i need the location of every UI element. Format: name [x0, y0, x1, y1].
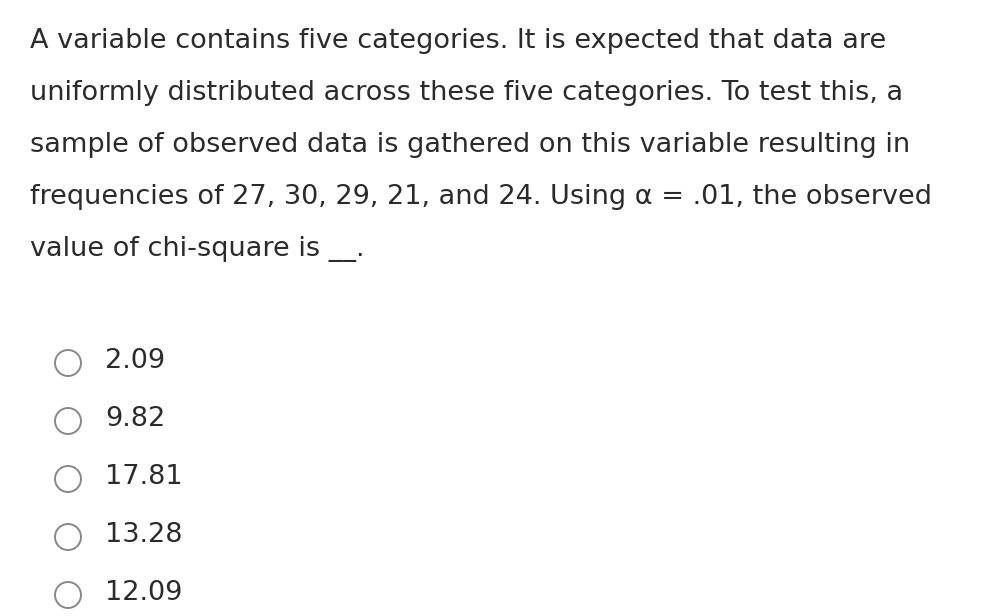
Text: value of chi-square is __.: value of chi-square is __. — [30, 236, 365, 262]
Text: 17.81: 17.81 — [105, 464, 183, 490]
Text: sample of observed data is gathered on this variable resulting in: sample of observed data is gathered on t… — [30, 132, 911, 158]
Text: 12.09: 12.09 — [105, 580, 182, 606]
Text: uniformly distributed across these five categories. To test this, a: uniformly distributed across these five … — [30, 80, 904, 106]
Text: frequencies of 27, 30, 29, 21, and 24. Using α = .01, the observed: frequencies of 27, 30, 29, 21, and 24. U… — [30, 184, 932, 210]
Text: A variable contains five categories. It is expected that data are: A variable contains five categories. It … — [30, 28, 887, 54]
Text: 2.09: 2.09 — [105, 348, 165, 374]
Text: 9.82: 9.82 — [105, 406, 165, 432]
Text: 13.28: 13.28 — [105, 522, 183, 548]
